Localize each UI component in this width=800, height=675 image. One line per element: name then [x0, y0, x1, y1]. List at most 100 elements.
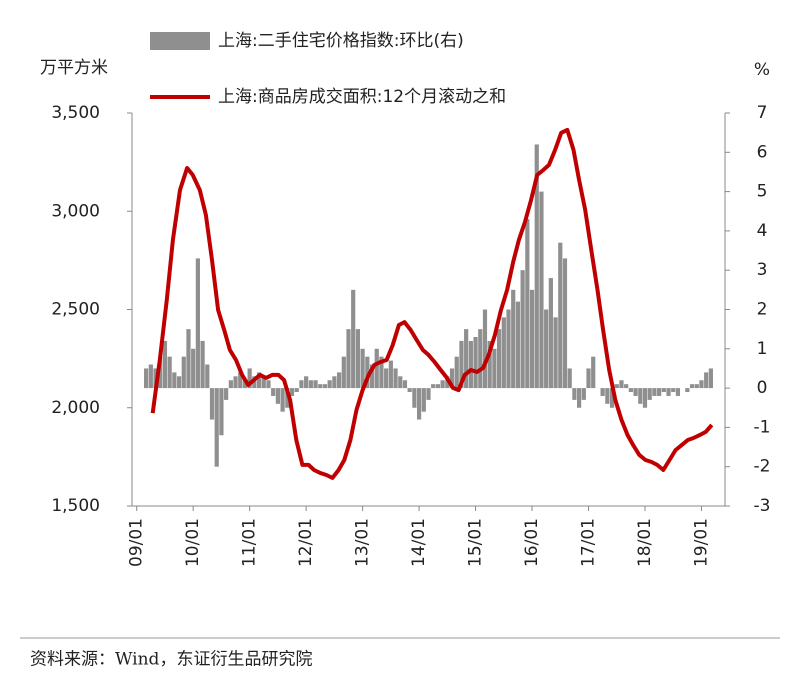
- bar: [515, 301, 521, 389]
- bar: [167, 356, 172, 389]
- bar: [647, 388, 652, 400]
- bar: [529, 289, 535, 389]
- bar: [558, 242, 563, 389]
- bar: [694, 384, 699, 389]
- bar: [369, 364, 375, 389]
- bar: [605, 388, 610, 404]
- y-tick-label: 1,500: [51, 496, 100, 516]
- bar: [172, 372, 177, 389]
- legend-label: 上海:二手住宅价格指数:环比(右): [218, 31, 464, 51]
- bar: [332, 376, 337, 389]
- bar: [600, 388, 605, 396]
- y2-tick-label: -2: [754, 457, 771, 477]
- bar: [421, 388, 426, 412]
- bar: [285, 388, 290, 408]
- bar: [567, 368, 572, 389]
- bar: [341, 356, 346, 389]
- bar: [379, 356, 384, 389]
- bar: [482, 309, 488, 389]
- bar: [219, 388, 224, 436]
- bar: [374, 348, 379, 389]
- bar: [562, 258, 568, 389]
- x-tick-label: 13/01: [353, 518, 373, 567]
- y2-tick-label: 6: [757, 142, 768, 162]
- bar: [271, 388, 276, 396]
- bar: [525, 219, 530, 389]
- bar: [299, 380, 304, 389]
- y2-tick-label: 4: [757, 221, 768, 241]
- bar: [586, 368, 591, 389]
- bar: [548, 278, 553, 389]
- bar: [176, 376, 182, 389]
- x-tick-label: 17/01: [579, 518, 599, 567]
- bar: [412, 388, 417, 408]
- x-tick-label: 15/01: [466, 518, 486, 567]
- y2-tick-label: 3: [757, 260, 768, 280]
- bar: [638, 388, 643, 404]
- y-tick-label: 2,000: [51, 398, 100, 418]
- bar: [247, 368, 252, 389]
- bar: [671, 388, 676, 393]
- bar: [520, 270, 525, 389]
- bar: [572, 388, 577, 400]
- bar: [162, 340, 168, 389]
- bar: [431, 384, 436, 389]
- bar: [624, 384, 629, 389]
- y-tick-label: 3,000: [51, 201, 100, 221]
- bar: [577, 388, 582, 408]
- bar: [275, 388, 280, 404]
- y2-tick-label: 2: [757, 300, 768, 320]
- bar: [214, 388, 219, 467]
- bar: [242, 380, 248, 389]
- bar: [336, 372, 342, 389]
- bar: [468, 340, 473, 389]
- bar: [238, 372, 243, 389]
- bar: [642, 388, 648, 408]
- bar: [398, 376, 403, 389]
- bar: [449, 368, 455, 389]
- x-tick-label: 10/01: [183, 518, 203, 567]
- bar: [327, 380, 332, 389]
- bar: [473, 337, 478, 389]
- bar: [280, 388, 285, 412]
- y2-tick-label: -3: [754, 496, 771, 516]
- bar: [487, 340, 492, 389]
- bar: [186, 329, 191, 389]
- bar: [675, 388, 681, 396]
- bar: [200, 340, 205, 389]
- bar: [233, 376, 238, 389]
- bar: [689, 384, 695, 389]
- bar: [534, 144, 539, 389]
- bar: [308, 380, 313, 389]
- bar: [304, 376, 309, 389]
- bar: [506, 309, 511, 389]
- bar: [652, 388, 657, 396]
- bar: [181, 356, 186, 389]
- legend-label: 上海:商品房成交面积:12个月滚动之和: [218, 87, 506, 107]
- bar: [435, 384, 441, 389]
- bar: [144, 368, 149, 389]
- bar: [224, 388, 229, 400]
- bar: [708, 368, 713, 389]
- bar: [492, 348, 497, 389]
- bar: [454, 356, 459, 389]
- bar: [407, 388, 412, 393]
- y2-tick-label: -1: [754, 417, 771, 437]
- y2-tick-label: 5: [757, 182, 768, 202]
- x-tick-label: 18/01: [635, 518, 655, 567]
- bar: [459, 340, 464, 389]
- bar: [355, 329, 361, 389]
- source-note: 资料来源：Wind，东证衍生品研究院: [30, 650, 312, 670]
- bar: [440, 380, 445, 389]
- bar: [346, 329, 351, 389]
- bar: [228, 380, 233, 389]
- bar: [426, 388, 431, 400]
- line: [150, 127, 714, 480]
- bar: [511, 289, 516, 389]
- bar: [318, 384, 323, 389]
- bar: [256, 372, 262, 389]
- bar: [581, 388, 586, 400]
- x-tick-label: 09/01: [127, 518, 147, 567]
- bar: [384, 368, 389, 389]
